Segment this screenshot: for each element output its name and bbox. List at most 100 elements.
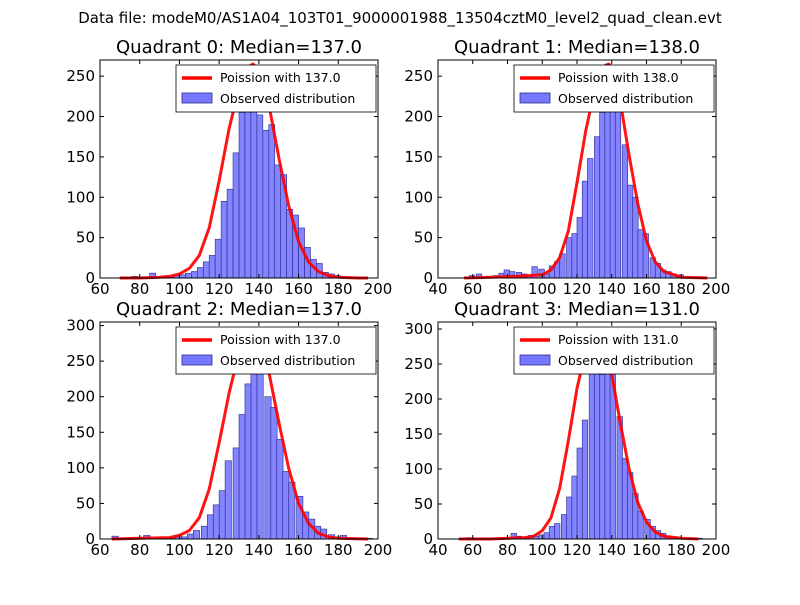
legend-bar-swatch — [181, 354, 213, 366]
legend-bar-swatch — [519, 354, 551, 366]
y-tick-label: 250 — [404, 355, 433, 373]
x-tick-label: 160 — [632, 280, 661, 298]
y-tick-label: 150 — [66, 423, 95, 441]
histogram-bar — [256, 114, 264, 279]
quadrant-1-chart: Quadrant 1: Median=138.0 40 60 80 100 120 140 1… — [404, 37, 730, 298]
axes-frame — [99, 321, 379, 540]
quadrant-0-title: Quadrant 0: Median=137.0 — [116, 37, 362, 58]
x-tick-label: 200 — [702, 541, 731, 559]
x-tick-label: 80 — [130, 280, 149, 298]
x-tick-label: 160 — [284, 541, 313, 559]
histogram-bar — [538, 534, 545, 540]
x-tick-label: 60 — [90, 280, 109, 298]
quadrant-3-legend: Poission with 131.0 Observed distribution — [513, 326, 715, 375]
histogram-bar — [276, 439, 284, 540]
histogram-bar — [548, 526, 556, 540]
y-tick-label: 200 — [404, 390, 433, 408]
legend-bar-swatch — [519, 92, 551, 104]
x-tick-label: 120 — [205, 541, 234, 559]
x-tick-label: 200 — [364, 280, 393, 298]
x-tick-label: 140 — [597, 541, 626, 559]
histogram-bar — [202, 261, 210, 279]
y-tick-label: 50 — [76, 229, 95, 247]
quadrant-2-legend: Poission with 137.0 Observed distribution — [175, 326, 377, 375]
x-tick-label: 120 — [563, 541, 592, 559]
legend-bar-label: Observed distribution — [220, 353, 355, 368]
x-tick-label: 100 — [165, 280, 194, 298]
histogram-bar — [256, 357, 264, 540]
x-tick-label: 100 — [528, 280, 557, 298]
x-tick-label: 100 — [528, 541, 557, 559]
histogram-bar — [566, 237, 573, 279]
histogram-bar — [621, 458, 629, 540]
quadrant-1-title: Quadrant 1: Median=138.0 — [454, 37, 700, 58]
legend-line-label: Poission with 137.0 — [220, 332, 341, 347]
histogram-bar — [599, 374, 606, 540]
y-tick-label: 200 — [66, 108, 95, 126]
y-tick-label: 150 — [404, 425, 433, 443]
histogram-bar — [576, 447, 583, 540]
y-tick-label: 200 — [66, 388, 95, 406]
histogram-bar — [576, 217, 583, 279]
quadrant-1-histogram — [463, 63, 702, 279]
legend-box — [175, 326, 377, 375]
quadrant-0-chart: Quadrant 0: Median=137.0 60 80 100 120 140 160… — [66, 37, 392, 298]
x-tick-label: 180 — [324, 541, 353, 559]
histogram-bar — [206, 514, 214, 540]
y-tick-label: 100 — [66, 459, 95, 477]
legend-line-label: Poission with 137.0 — [220, 70, 341, 85]
x-tick-label: 200 — [364, 541, 393, 559]
histogram-bar — [594, 136, 601, 279]
x-tick-label: 60 — [463, 541, 482, 559]
histogram-bar — [632, 196, 639, 279]
y-tick-label: 50 — [414, 229, 433, 247]
histogram-bar — [214, 238, 222, 279]
y-tick-label: 250 — [404, 67, 433, 85]
histogram-bar — [262, 129, 270, 279]
x-tick-label: 120 — [205, 280, 234, 298]
x-tick-label: 80 — [130, 541, 149, 559]
histogram-bar — [244, 383, 252, 540]
figure-title: Data file: modeM0/AS1A04_103T01_90000019… — [78, 9, 722, 28]
y-tick-label: 300 — [66, 317, 95, 335]
x-tick-label: 140 — [245, 280, 274, 298]
y-tick-label: 50 — [414, 495, 433, 513]
histogram-bar — [193, 530, 200, 540]
quadrant-2-title: Quadrant 2: Median=137.0 — [116, 299, 362, 320]
x-tick-label: 180 — [324, 280, 353, 298]
histogram-bar — [571, 475, 578, 540]
quadrant-3-chart: Quadrant 3: Median=131.0 40 60 80 100 120 140 1… — [404, 299, 730, 559]
histogram-bar — [224, 460, 232, 540]
legend-line-label: Poission with 138.0 — [558, 70, 679, 85]
histogram-bar — [621, 144, 629, 279]
x-tick-label: 80 — [498, 280, 517, 298]
x-tick-label: 180 — [667, 541, 696, 559]
histogram-bar — [282, 471, 290, 540]
x-tick-label: 140 — [597, 280, 626, 298]
y-tick-label: 150 — [66, 148, 95, 166]
histogram-bar — [587, 158, 594, 279]
histogram-bar — [268, 124, 276, 279]
histogram-bar — [238, 112, 246, 279]
histogram-bar — [566, 496, 573, 540]
quadrant-0-legend: Poission with 137.0 Observed distribution — [175, 64, 377, 113]
legend-box — [513, 326, 715, 375]
legend-line-label: Poission with 131.0 — [558, 332, 679, 347]
histogram-bar — [250, 89, 258, 279]
y-tick-label: 200 — [404, 108, 433, 126]
x-tick-label: 100 — [165, 541, 194, 559]
histogram-bar — [226, 188, 234, 279]
y-tick-label: 0 — [85, 269, 95, 287]
histogram-bar — [232, 152, 240, 279]
x-tick-label: 80 — [498, 541, 517, 559]
histogram-bar — [581, 180, 589, 279]
quadrant-1-legend: Poission with 138.0 Observed distribution — [513, 64, 715, 113]
x-tick-label: 140 — [245, 541, 274, 559]
x-tick-label: 200 — [702, 280, 731, 298]
x-tick-label: 120 — [563, 280, 592, 298]
x-tick-label: 160 — [284, 280, 313, 298]
histogram-bar — [238, 414, 246, 540]
histogram-bar — [609, 83, 616, 279]
